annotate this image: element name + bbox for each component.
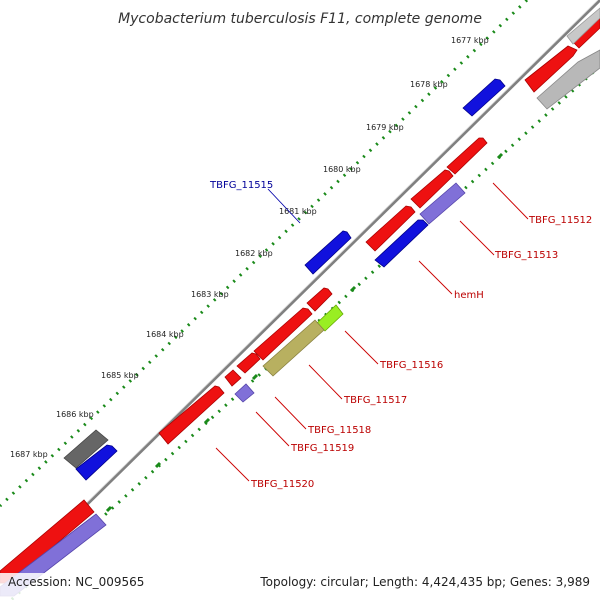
gene-label-group-11513: TBFG_11513	[459, 220, 558, 261]
kbp-label: 1685 kbp	[101, 371, 139, 380]
kbp-label: 1680 kbp	[323, 165, 361, 174]
gene-feature-olive-11517	[262, 319, 325, 377]
gene-label: TBFG_11515	[209, 180, 273, 191]
gene-feature-blue-1678	[462, 78, 506, 117]
accession-text: Accession: NC_009565	[8, 575, 144, 589]
kbp-label: 1677 kbp	[451, 36, 489, 45]
gene-feature-lightgray-2	[536, 49, 600, 110]
gene-feature-red-11518b	[224, 369, 242, 387]
gene-feature-red-top-2	[524, 45, 578, 93]
gene-feature-red-11520	[158, 385, 225, 445]
gene-label: TBFG_11517	[343, 395, 407, 406]
gene-label: hemH	[454, 290, 484, 301]
gene-feature-lavender-11513	[419, 182, 466, 225]
gene-feature-red-11513	[365, 205, 416, 252]
kbp-label: 1681 kbp	[279, 207, 317, 216]
gene-feature-red-11518a	[236, 352, 261, 374]
gene-label: TBFG_11518	[307, 425, 371, 436]
gene-feature-dark-gray	[63, 429, 109, 469]
kbp-label: 1683 kbp	[191, 290, 229, 299]
gene-feature-red-11512b	[410, 169, 454, 209]
gene-label: TBFG_11519	[290, 443, 354, 454]
topology-text: Topology: circular; Length: 4,424,435 bp…	[259, 575, 590, 589]
gene-feature-lightgray-1	[566, 7, 600, 45]
gene-label-group-11515: TBFG_11515	[209, 180, 301, 224]
gene-label: TBFG_11513	[494, 250, 558, 261]
gene-feature-blue-1682	[304, 230, 352, 275]
gene-feature-lavender-11519	[234, 383, 255, 403]
gene-feature-red-11516	[306, 287, 333, 312]
kbp-label: 1679 kbp	[366, 123, 404, 132]
kbp-label: 1686 kbp	[56, 410, 94, 419]
gene-feature-red-11512	[446, 137, 488, 175]
gene-feature-red-11517	[253, 307, 313, 361]
gene-label-group-hemH: hemH	[418, 260, 484, 301]
gene-label-group-11512: TBFG_11512	[492, 182, 592, 226]
gene-label: TBFG_11512	[528, 215, 592, 226]
gene-label: TBFG_11516	[379, 360, 443, 371]
kbp-label: 1682 kbp	[235, 249, 273, 258]
gene-label-group-11518: TBFG_11518	[274, 396, 371, 436]
gene-feature-blue-hemH	[374, 219, 429, 268]
gene-label: TBFG_11520	[250, 479, 314, 490]
map-title: Mycobacterium tuberculosis F11, complete…	[118, 11, 482, 27]
gene-label-group-11517: TBFG_11517	[308, 364, 407, 406]
gene-feature-blue-1685	[75, 444, 118, 481]
kbp-label: 1684 kbp	[146, 330, 184, 339]
gene-label-group-11520: TBFG_11520	[215, 447, 314, 490]
kbp-label: 1687 kbp	[10, 450, 48, 459]
kbp-labels: 1677 kbp 1678 kbp 1679 kbp 1680 kbp 1681…	[10, 36, 489, 459]
gene-label-group-11519: TBFG_11519	[255, 411, 354, 454]
kbp-label: 1678 kbp	[410, 80, 448, 89]
gene-label-group-11516: TBFG_11516	[344, 330, 443, 371]
